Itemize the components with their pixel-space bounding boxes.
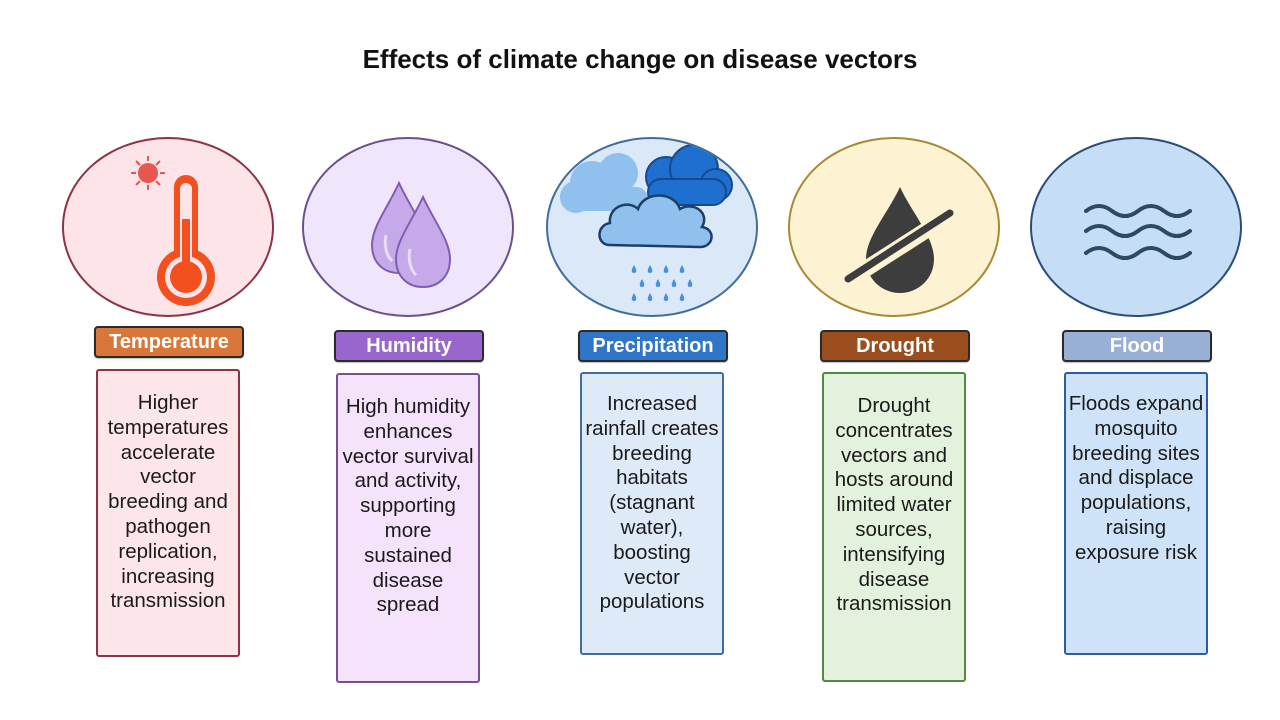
drought-circle [788,137,1000,317]
precipitation-description: Increased rainfall creates breeding habi… [580,372,724,655]
precipitation-label: Precipitation [578,330,728,362]
page-title: Effects of climate change on disease vec… [362,44,918,74]
no-water-icon [844,187,955,293]
flood-circle [1030,137,1242,317]
flood-label: Flood [1062,330,1212,362]
water-droplets-icon [370,180,452,289]
humidity-description: High humidity enhances vector survival a… [336,373,480,683]
temperature-circle [62,137,274,317]
drought-description: Drought concentrates vectors and hosts a… [822,372,966,682]
temperature-description: Higher temperatures accelerate vector br… [96,369,240,657]
thermometer-sun-icon [131,156,215,306]
precipitation-circle [546,137,758,317]
humidity-circle [302,137,514,317]
rain-cloud-icon [560,144,733,301]
humidity-label: Humidity [334,330,484,362]
waves-icon [1084,204,1192,260]
temperature-label: Temperature [94,326,244,358]
drought-label: Drought [820,330,970,362]
flood-description: Floods expand mosquito breeding sites an… [1064,372,1208,655]
